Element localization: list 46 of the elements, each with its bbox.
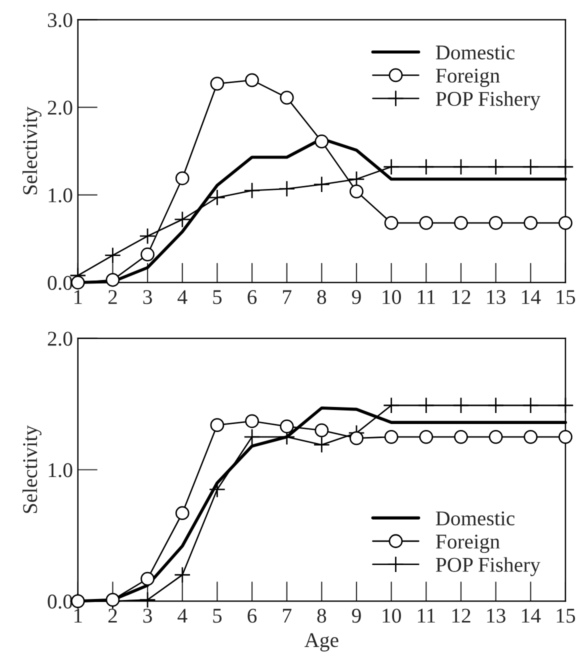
x-tick-label: 10 (382, 608, 401, 623)
x-tick-label: 5 (213, 608, 222, 623)
x-tick-label: 14 (522, 608, 541, 623)
x-tick-label: 12 (452, 290, 470, 304)
x-tick-label: 1 (74, 608, 82, 623)
x-tick-label: 12 (452, 608, 470, 623)
y-axis-title: Selectivity (22, 425, 42, 513)
y-tick-label: 0.0 (48, 276, 72, 290)
x-tick-label: 4 (178, 608, 188, 623)
x-tick-label: 14 (522, 290, 541, 304)
y-tick-label: 0.0 (48, 594, 72, 609)
y-tick-label: 2.0 (48, 332, 72, 346)
x-tick-label: 2 (108, 608, 117, 623)
x-tick-label: 3 (143, 290, 152, 304)
x-tick-label: 8 (317, 608, 326, 623)
x-tick-label: 1 (74, 290, 82, 304)
legend-label: Foreign (436, 534, 500, 553)
x-tick-label: 15 (556, 608, 576, 623)
x-tick-label: 9 (352, 290, 361, 304)
x-tick-label: 7 (283, 608, 292, 623)
y-tick-label: 1.0 (48, 188, 72, 202)
x-tick-label: 13 (487, 290, 506, 304)
x-tick-label: 6 (248, 608, 257, 623)
x-tick-label: 7 (283, 290, 292, 304)
x-tick-label: 9 (352, 608, 361, 623)
x-axis-title: Age (304, 633, 338, 652)
x-tick-label: 5 (213, 290, 222, 304)
x-tick-label: 11 (418, 608, 435, 623)
x-tick-label: 10 (382, 290, 401, 304)
x-tick-label: 8 (317, 290, 326, 304)
legend-label: POP Fishery (436, 91, 540, 110)
y-tick-label: 3.0 (48, 13, 72, 28)
y-axis-title: Selectivity (22, 106, 42, 194)
x-tick-label: 11 (418, 290, 435, 304)
legend-label: Domestic (436, 511, 515, 526)
x-tick-label: 4 (178, 290, 188, 304)
x-tick-label: 13 (487, 608, 506, 623)
x-tick-label: 2 (108, 290, 117, 304)
x-tick-label: 3 (143, 608, 152, 623)
y-tick-label: 1.0 (48, 463, 72, 478)
x-tick-label: 6 (248, 290, 257, 304)
y-tick-label: 2.0 (48, 100, 72, 115)
x-tick-label: 15 (556, 290, 576, 304)
legend-label: POP Fishery (436, 557, 540, 576)
legend-label: Domestic (436, 46, 515, 60)
legend-label: Foreign (436, 68, 500, 87)
